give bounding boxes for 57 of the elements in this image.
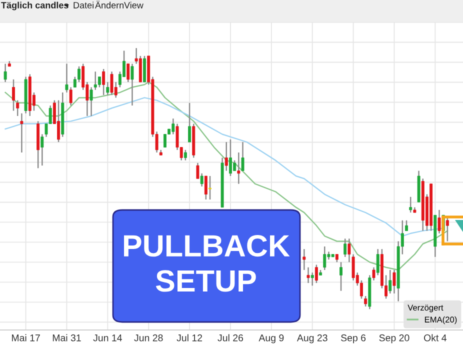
x-tick-label: Jul 26 — [218, 334, 244, 342]
x-tick-label: Jun 28 — [134, 334, 163, 342]
x-tick-label: Sep 6 — [341, 334, 366, 344]
candlestick — [438, 209, 441, 234]
candlestick — [314, 264, 318, 284]
x-tick-label: Mai 17 — [12, 334, 40, 342]
x-tick-label: Jul 12 — [176, 334, 202, 342]
annotation: PULLBACK SETUP — [124, 235, 290, 292]
candlestick — [12, 78, 15, 112]
candlestick — [340, 262, 342, 292]
candlestick — [98, 76, 101, 88]
legend-title: Verzögert — [408, 304, 444, 312]
candlestick — [138, 55, 142, 83]
candlestick — [102, 68, 106, 96]
candlestick — [188, 102, 192, 143]
candlestick — [344, 238, 347, 258]
x-tick-label: Aug 9 — [258, 334, 284, 344]
text: Täglich candles — [1, 2, 68, 10]
candlestick — [143, 55, 146, 83]
candlestick — [409, 196, 412, 214]
candlestick — [405, 220, 408, 232]
legend-label: EMA(20) — [424, 316, 457, 324]
candlestick — [4, 63, 7, 83]
candlestick — [90, 86, 93, 117]
x-tick-label: Sep 20 — [379, 334, 410, 344]
candlestick — [126, 63, 130, 83]
candlestick — [208, 175, 212, 200]
text: Datei — [74, 2, 94, 8]
candlestick — [184, 149, 187, 161]
candlestick — [392, 269, 396, 294]
candlestick — [106, 81, 110, 96]
candlestick — [204, 175, 208, 200]
candlestick — [57, 100, 60, 143]
candlestick — [224, 141, 228, 172]
candlestick — [376, 248, 380, 276]
candlestick — [110, 70, 114, 96]
candlestick — [446, 217, 449, 242]
candlestick — [94, 70, 97, 90]
candlestick — [302, 248, 306, 271]
candlestick — [237, 152, 240, 184]
candlestick — [310, 272, 314, 286]
candlestick — [229, 138, 232, 177]
candlestick — [233, 160, 236, 172]
candlestick — [130, 63, 134, 106]
candlestick — [306, 266, 310, 284]
text: View — [124, 2, 144, 8]
candlestick — [388, 269, 392, 294]
candlestick — [323, 246, 326, 271]
x-tick-label: Jun 14 — [93, 334, 122, 342]
candlestick — [364, 295, 368, 308]
candlestick — [20, 112, 24, 154]
x-tick-label: Okt 4 — [424, 334, 446, 342]
text: Ändern — [95, 0, 124, 8]
x-tick-label: Mai 31 — [52, 334, 81, 342]
candlestick — [200, 172, 204, 188]
x-tick-label: Aug 23 — [296, 334, 328, 344]
candlestick — [16, 100, 20, 117]
